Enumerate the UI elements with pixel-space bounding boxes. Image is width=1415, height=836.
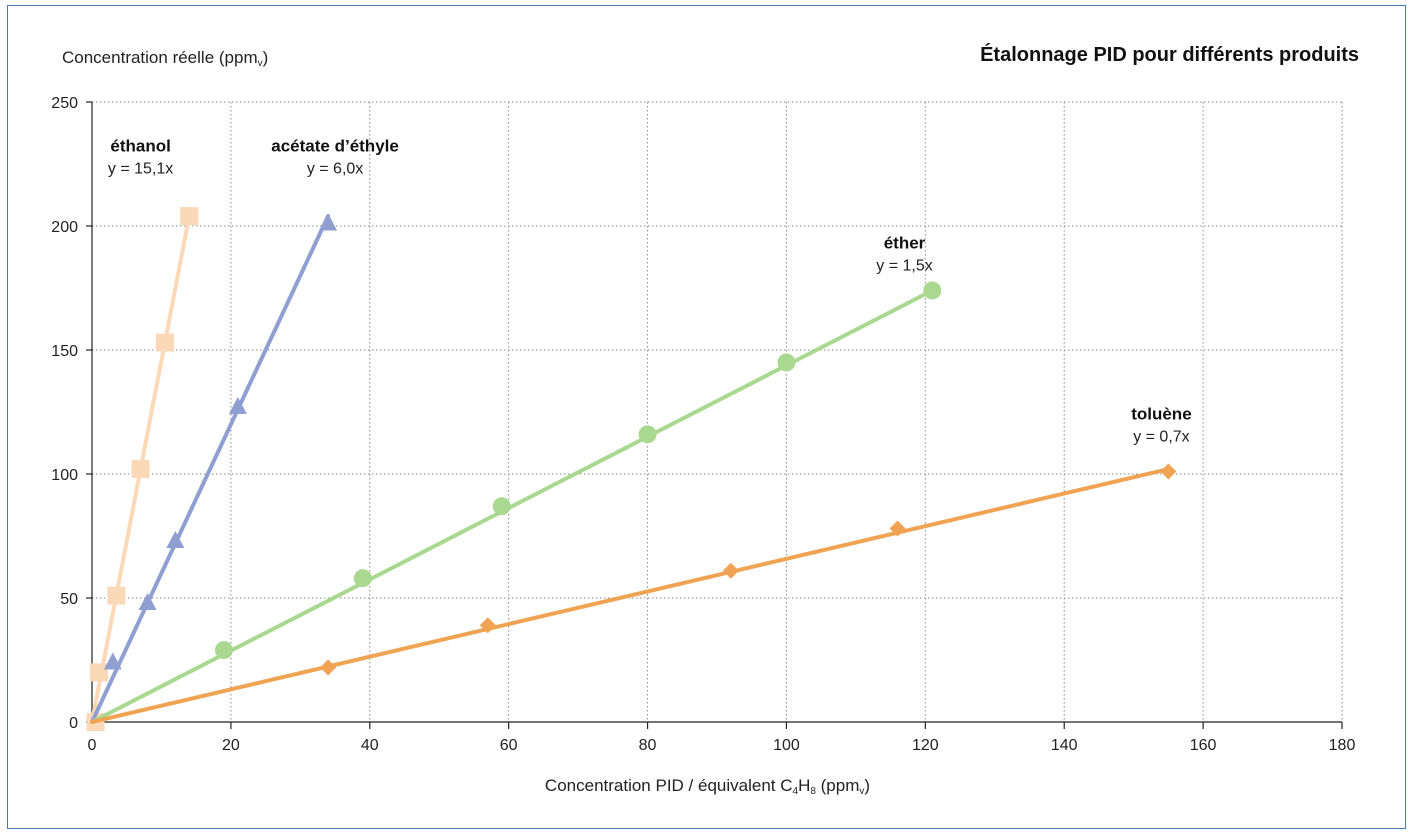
data-point	[166, 530, 185, 548]
y-tick-label: 150	[51, 343, 78, 360]
x-axis-label: Concentration PID / équivalent C4H8 (ppm…	[544, 776, 871, 797]
data-point	[319, 213, 338, 231]
annotations: éthanol y = 15,1x acétate d’éthyle y = 6,0x…	[108, 137, 1192, 446]
data-point	[353, 569, 372, 588]
axes: 0 20 40 60 80 100 120 140 160 180 0 50 100 150 200 250	[51, 95, 1355, 754]
data-point	[103, 652, 122, 670]
grid	[92, 101, 1343, 722]
y-tick-label: 200	[51, 219, 78, 236]
data-point	[107, 586, 126, 605]
series-name-label: éthanol	[110, 137, 170, 156]
data-point	[889, 520, 906, 537]
data-point	[492, 497, 511, 516]
x-tick-label: 80	[639, 737, 657, 754]
data-point	[228, 397, 247, 415]
series-name-label: éther	[884, 233, 926, 252]
data-point	[155, 333, 174, 352]
y-tick-label: 100	[51, 467, 78, 484]
data-point	[1160, 463, 1177, 480]
data-point	[923, 281, 942, 300]
series-name-label: acétate d’éthyle	[271, 137, 399, 156]
x-tick-label: 0	[88, 737, 97, 754]
data-point	[777, 353, 796, 372]
y-tick-label: 0	[69, 715, 78, 732]
x-tick-label: 60	[500, 737, 518, 754]
series-name-label: toluène	[1131, 404, 1191, 423]
series-equation-label: y = 6,0x	[307, 161, 363, 178]
x-tick-label: 40	[361, 737, 379, 754]
y-tick-label: 250	[51, 95, 78, 112]
trend-line	[90, 288, 935, 724]
y-axis-label: Concentration réelle (ppmv)	[62, 48, 269, 69]
data-point	[180, 207, 199, 226]
series-triangle	[90, 213, 338, 724]
series-layer	[86, 207, 1177, 731]
series-circle	[90, 281, 942, 724]
data-point	[138, 592, 157, 610]
chart-frame	[7, 5, 1406, 829]
data-point	[722, 562, 739, 579]
x-tick-label: 120	[912, 737, 939, 754]
series-equation-label: y = 0,7x	[1133, 428, 1189, 445]
series-square	[86, 207, 199, 731]
chart-title: Étalonnage PID pour différents produits	[980, 44, 1359, 66]
x-tick-label: 100	[773, 737, 800, 754]
x-tick-label: 140	[1051, 737, 1078, 754]
y-tick-label: 50	[60, 591, 78, 608]
series-equation-label: y = 15,1x	[108, 161, 173, 178]
series-diamond	[90, 463, 1177, 724]
data-point	[638, 425, 657, 444]
data-point	[320, 659, 337, 676]
data-point	[89, 663, 108, 682]
data-point	[214, 641, 233, 660]
series-equation-label: y = 1,5x	[876, 257, 932, 274]
x-tick-label: 20	[222, 737, 240, 754]
trend-line	[90, 467, 1171, 724]
data-point	[131, 460, 150, 479]
trend-line	[90, 214, 331, 724]
x-tick-label: 180	[1329, 737, 1356, 754]
data-point	[479, 617, 496, 634]
x-tick-label: 160	[1190, 737, 1217, 754]
